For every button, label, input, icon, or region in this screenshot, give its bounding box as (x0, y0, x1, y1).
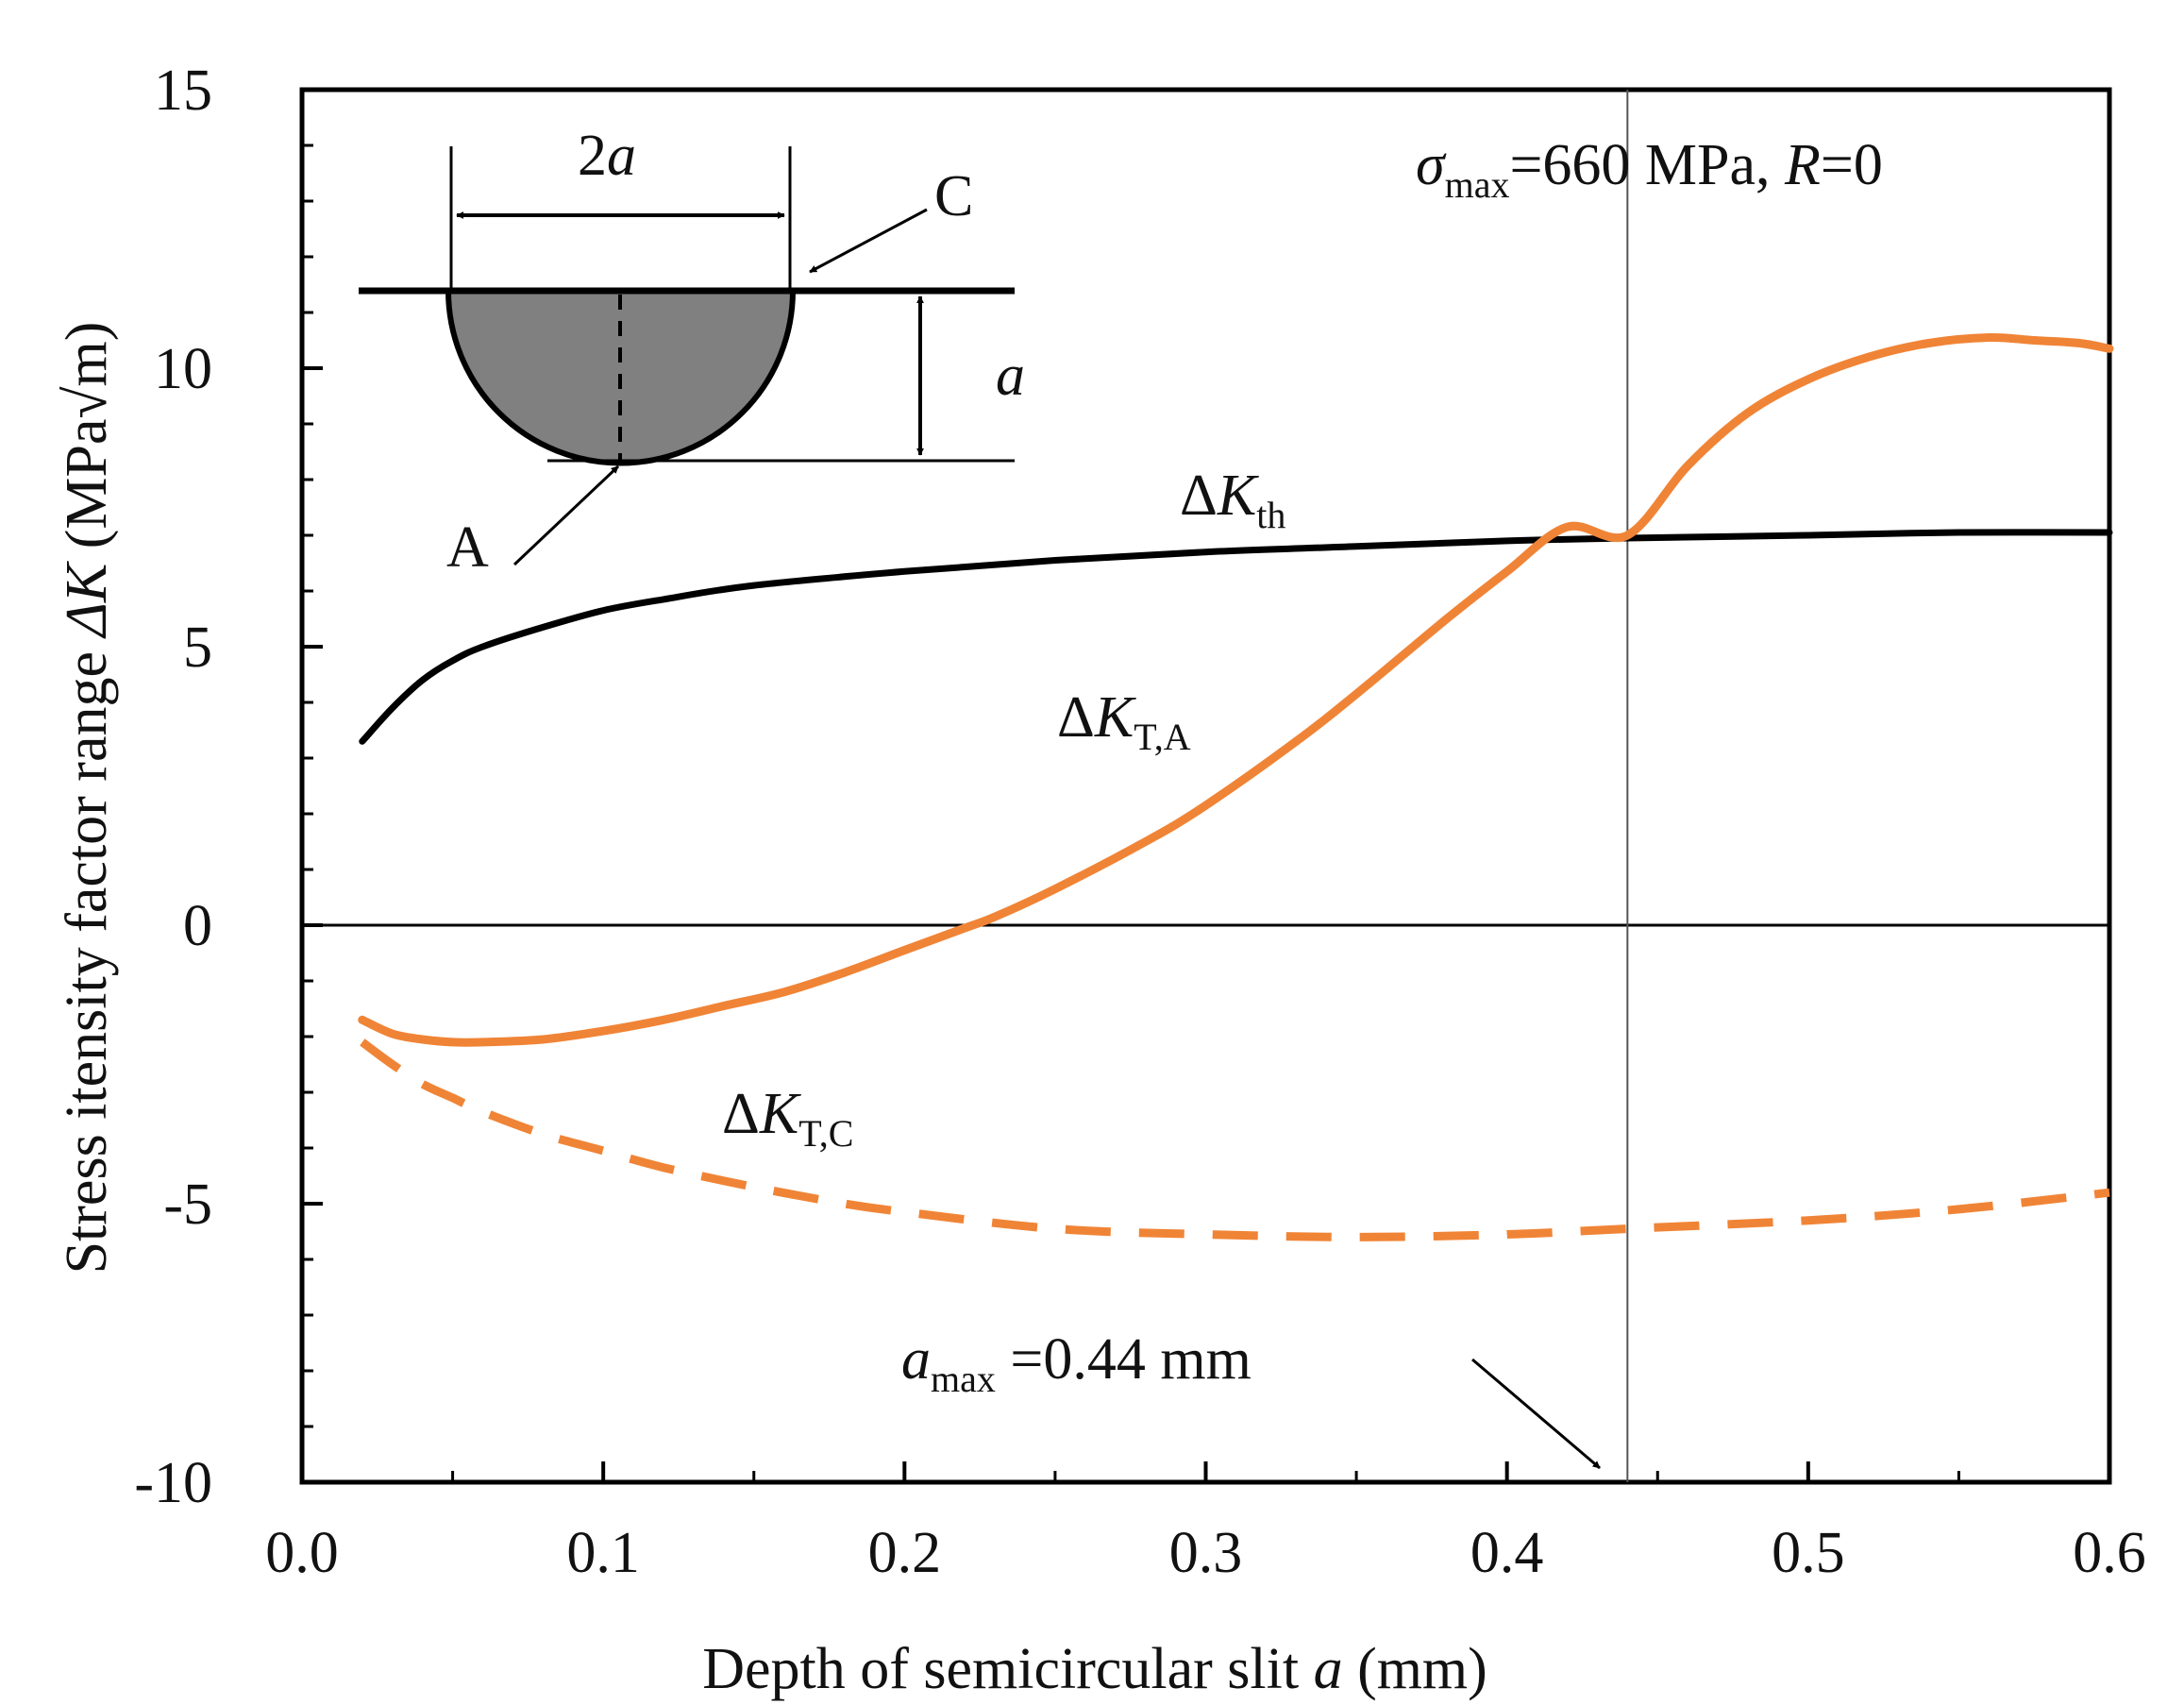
x-tick-label: 0.2 (868, 1521, 942, 1585)
series-label-kth: ΔKth (1180, 464, 1285, 536)
depth-label: a (996, 344, 1025, 408)
x-axis-title-unit: (mm) (1343, 1637, 1487, 1701)
y-tick-label: 5 (183, 616, 212, 680)
x-tick-label: 0.3 (1169, 1521, 1243, 1585)
x-tick-label: 0.1 (566, 1521, 640, 1585)
x-tick-label: 0.5 (1772, 1521, 1845, 1585)
x-axis-title: Depth of semicircular slit a (mm) (702, 1637, 1487, 1701)
stress-annotation: σmax=660 MPa, R=0 (1416, 133, 1883, 206)
amax-arrow (1471, 1358, 1601, 1470)
series-line-2 (360, 1038, 2110, 1241)
series-label-ktc: ΔKT,C (722, 1082, 853, 1155)
x-tick-label: 0.4 (1470, 1521, 1544, 1585)
amax-annotation: amax =0.44 mm (901, 1327, 1252, 1400)
y-tick-label: 15 (154, 59, 212, 123)
series-label-kta: ΔKT,A (1057, 685, 1191, 758)
x-axis-ticks: 0.0 0.1 0.2 0.3 0.4 0.5 0.6 (265, 1461, 2146, 1585)
y-axis-ticks: 15 10 5 0 -5 -10 (134, 59, 323, 1515)
y-axis-title: Stress itensity factor range ΔK (MPa√m) (55, 322, 119, 1275)
point-a-label: A (446, 515, 489, 580)
series-line-0 (359, 529, 2113, 745)
point-c-label: C (934, 164, 973, 228)
slit-schematic: 2a a C A (359, 124, 1025, 580)
y-tick-label: -10 (134, 1451, 212, 1515)
point-c-arrow (809, 208, 928, 274)
width-label: 2a (578, 124, 636, 188)
y-axis-title-main: Stress itensity factor range (55, 637, 119, 1275)
series-line-1 (358, 332, 2114, 1047)
y-axis-title-var: ΔK (55, 560, 119, 639)
y-axis-title-unit: (MPa√m) (55, 322, 119, 564)
point-a-arrow (512, 464, 620, 566)
x-axis-title-main: Depth of semicircular slit (702, 1637, 1313, 1701)
y-tick-label: 0 (183, 894, 212, 958)
series-layer (358, 332, 2114, 1241)
y-tick-label: 10 (154, 337, 212, 401)
x-axis-title-var: a (1314, 1637, 1343, 1701)
x-tick-label: 0.0 (265, 1521, 339, 1585)
y-tick-label: -5 (163, 1173, 212, 1237)
x-tick-label: 0.6 (2073, 1521, 2146, 1585)
